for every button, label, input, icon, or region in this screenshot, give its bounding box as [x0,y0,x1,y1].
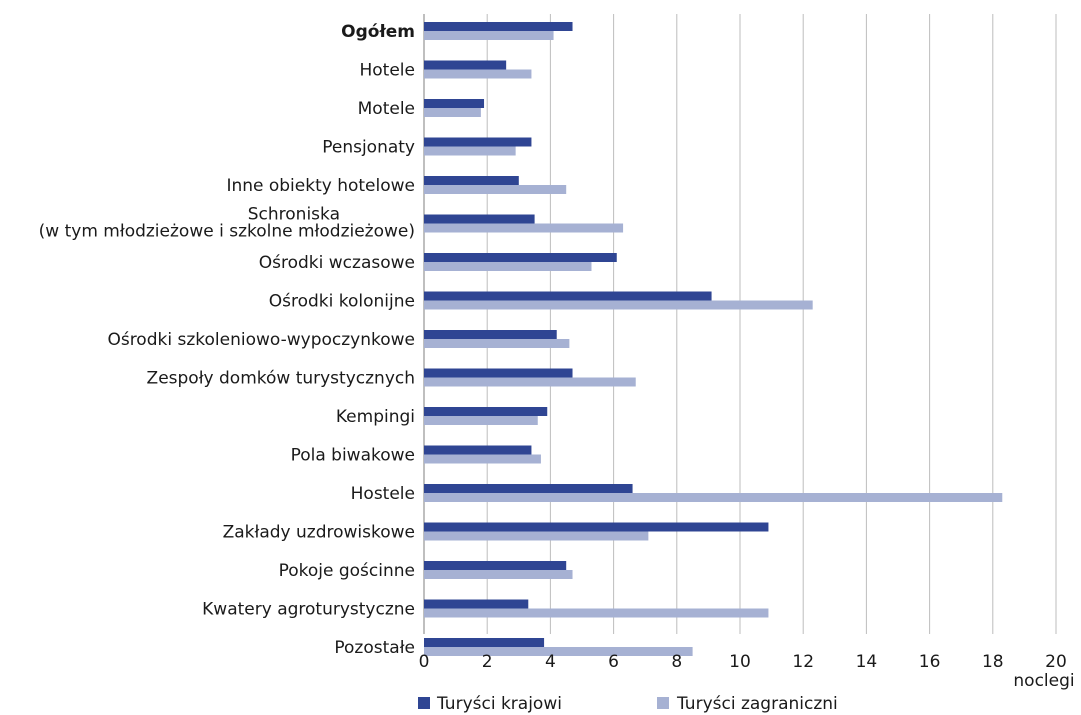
bar-domestic-9 [424,368,573,378]
bar-foreign-6 [424,262,592,271]
bar-foreign-4 [424,185,567,194]
bar-domestic-11 [424,445,532,455]
x-tick-label-20: 20 [1045,652,1067,672]
category-label-10: Kempingi [336,407,415,427]
bar-foreign-11 [424,454,541,464]
category-label-9: Zespoły domków turystycznych [147,369,415,389]
legend-swatch-0 [418,697,430,709]
legend: Turyści krajowi Turyści zagraniczni [418,694,838,714]
bar-domestic-2 [424,99,485,108]
bar-domestic-15 [424,599,529,609]
bar-domestic-7 [424,291,712,301]
x-axis-tick-labels: 0 2 4 6 8 10 12 14 16 18 20 [419,652,1067,672]
bar-foreign-5 [424,223,624,233]
bar-foreign-16 [424,647,693,656]
legend-label-1: Turyści zagraniczni [676,694,838,714]
category-label-13: Zakłady uzdrowiskowe [223,523,415,543]
category-label-2: Motele [358,99,415,119]
legend-label-0: Turyści krajowi [436,694,562,714]
bar-domestic-5 [424,214,535,224]
bar-foreign-0 [424,31,554,40]
bar-foreign-2 [424,108,481,117]
category-label-6: Ośrodki wczasowe [259,253,415,273]
bar-foreign-7 [424,300,813,310]
bar-foreign-13 [424,531,649,541]
bar-foreign-10 [424,416,538,425]
bar-domestic-8 [424,330,557,339]
bar-foreign-12 [424,493,1003,502]
legend-swatch-1 [657,697,669,709]
bar-foreign-14 [424,570,573,579]
bar-domestic-0 [424,22,573,31]
category-label-1: Hotele [360,61,416,81]
category-label-5: Schroniska (w tym młodzieżowe i szkolne m… [39,205,415,242]
x-tick-label-6: 6 [608,652,619,672]
bar-foreign-1 [424,69,532,79]
x-tick-label-12: 12 [792,652,814,672]
category-label-0: Ogółem [341,22,415,42]
bar-domestic-14 [424,561,567,570]
category-labels: Ogółem Hotele Motele Pensjonaty Inne obiekty… [39,22,415,658]
category-label-15: Kwatery agroturystyczne [202,600,415,620]
bar-domestic-12 [424,484,633,493]
x-tick-label-0: 0 [419,652,430,672]
bar-domestic-4 [424,176,519,185]
bar-domestic-3 [424,137,532,147]
bar-domestic-16 [424,638,545,647]
category-label-16: Pozostałe [334,638,415,658]
x-tick-label-16: 16 [919,652,941,672]
bar-foreign-8 [424,339,570,348]
category-label-7: Ośrodki kolonijne [269,292,415,312]
x-tick-label-14: 14 [856,652,878,672]
bar-foreign-15 [424,608,769,618]
x-tick-label-18: 18 [982,652,1004,672]
bar-foreign-9 [424,377,636,387]
category-label-11: Pola biwakowe [291,446,415,466]
x-tick-label-2: 2 [482,652,493,672]
bar-domestic-13 [424,522,769,532]
bar-foreign-3 [424,146,516,156]
grid-lines [423,14,1057,634]
category-label-12: Hostele [351,484,415,504]
category-label-3: Pensjonaty [322,138,415,158]
bars [424,22,1003,656]
category-label-8: Ośrodki szkoleniowo-wypoczynkowe [107,330,415,350]
x-tick-label-4: 4 [545,652,556,672]
bar-domestic-10 [424,407,548,416]
bar-domestic-6 [424,253,617,262]
x-axis-unit-label: noclegi [1013,671,1074,691]
x-tick-label-8: 8 [671,652,682,672]
category-label-14: Pokoje gościnne [279,561,415,581]
category-label-4: Inne obiekty hotelowe [226,176,415,196]
x-tick-label-10: 10 [729,652,751,672]
bar-domestic-1 [424,60,507,70]
